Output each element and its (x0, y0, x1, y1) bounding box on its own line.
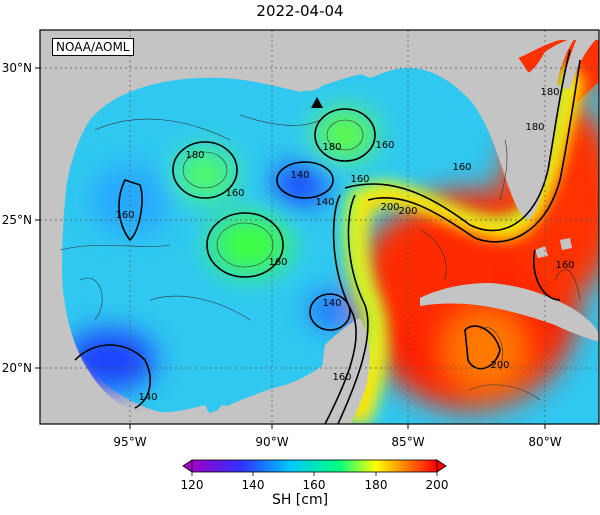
contour-label: 160 (452, 162, 471, 173)
contour-label: 160 (350, 174, 369, 185)
colorbar-high-arrow (436, 459, 447, 473)
lon-label: 80°W (528, 435, 561, 449)
contour-label: 140 (315, 197, 334, 208)
contour-label-group: 160 180 140 160 180 160 160 140 160 140 … (115, 87, 574, 403)
colorbar-tick: 180 (365, 478, 388, 492)
contour-label: 160 (225, 188, 244, 199)
colorbar: 120 140 160 180 200 (181, 459, 449, 492)
lon-label: 85°W (391, 435, 424, 449)
plot-area (40, 30, 599, 424)
lon-label: 90°W (255, 435, 288, 449)
contour-label: 160 (332, 372, 351, 383)
colorbar-low-arrow (182, 459, 193, 473)
lat-label: 25°N (2, 213, 32, 227)
colorbar-ramp (191, 459, 438, 473)
contour-label: 160 (555, 260, 574, 271)
lat-label: 30°N (2, 61, 32, 75)
contour-label: 200 (490, 360, 509, 371)
lat-label: 20°N (2, 361, 32, 375)
lon-label: 95°W (113, 435, 146, 449)
map-title: 2022-04-04 (256, 2, 344, 20)
contours-major (74, 49, 581, 424)
axis-ticks (35, 67, 546, 429)
contour-label: 180 (525, 122, 544, 133)
contour-label: 200 (380, 202, 399, 213)
contour-label: 160 (268, 257, 287, 268)
contour-label: 180 (322, 142, 341, 153)
colorbar-tick: 160 (303, 478, 326, 492)
colorbar-tick: 140 (242, 478, 265, 492)
colorbar-tick: 200 (426, 478, 449, 492)
colorbar-tick: 120 (181, 478, 204, 492)
contours-minor (59, 114, 581, 401)
contour-label: 140 (322, 298, 341, 309)
contour-label: 160 (375, 140, 394, 151)
source-label: NOAA/AOML (52, 38, 134, 56)
contour-label: 160 (115, 210, 134, 221)
station-marker (311, 97, 323, 108)
contour-label: 140 (290, 170, 309, 181)
contour-label: 180 (185, 150, 204, 161)
contour-label: 200 (398, 206, 417, 217)
colorbar-unit-label: SH [cm] (271, 492, 329, 508)
map-frame (39, 29, 600, 425)
contour-label: 140 (138, 392, 157, 403)
land (40, 30, 599, 424)
graticule (40, 30, 599, 424)
axis-labels: 95°W 90°W 85°W 80°W 30°N 25°N 20°N (2, 61, 562, 449)
contour-label: 180 (540, 87, 559, 98)
